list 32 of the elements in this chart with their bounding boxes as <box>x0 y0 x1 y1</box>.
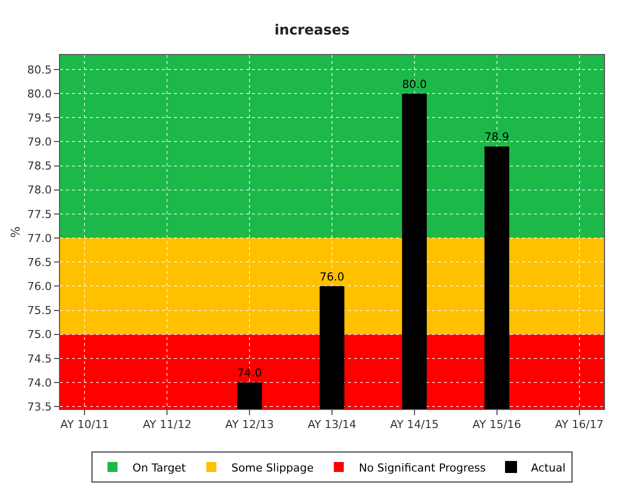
y-tick-label: 77.5 <box>27 208 52 221</box>
y-tick-label: 80.5 <box>27 63 52 76</box>
y-axis-title: % <box>8 226 23 238</box>
x-tick-label: AY 15/16 <box>472 418 522 432</box>
y-tick-label: 76.0 <box>27 280 52 294</box>
y-tick-label: 74.5 <box>27 352 52 366</box>
chart-title: increases <box>274 22 350 39</box>
x-tick-label: AY 12/13 <box>225 418 274 432</box>
y-tick-label: 76.5 <box>27 256 52 269</box>
x-tick-label: AY 16/17 <box>554 418 604 432</box>
y-tick-label: 78.0 <box>27 184 52 197</box>
y-tick-label: 74.0 <box>27 376 52 390</box>
y-tick-label: 75.0 <box>27 328 52 342</box>
data-label: 78.9 <box>484 130 510 144</box>
data-label: 76.0 <box>320 270 344 284</box>
data-label: 74.0 <box>237 366 262 380</box>
x-tick-label: AY 13/14 <box>308 418 356 432</box>
legend-label: On Target <box>132 461 186 474</box>
data-label: 80.0 <box>402 78 427 91</box>
legend-label: Some Slippage <box>231 461 314 474</box>
legend-label: Actual <box>531 461 566 474</box>
x-tick-label: AY 10/11 <box>60 418 110 432</box>
y-tick-label: 79.5 <box>27 111 52 124</box>
y-tick-label: 73.5 <box>27 400 52 414</box>
x-tick-label: AY 11/12 <box>142 418 192 432</box>
y-tick-label: 77.0 <box>27 232 52 245</box>
legend-label: No Significant Progress <box>358 461 486 474</box>
y-tick-label: 78.5 <box>27 160 52 173</box>
x-tick-label: AY 14/15 <box>390 418 439 432</box>
y-tick-label: 79.0 <box>27 136 52 149</box>
y-tick-label: 75.5 <box>27 304 52 318</box>
y-tick-label: 80.0 <box>27 87 52 100</box>
